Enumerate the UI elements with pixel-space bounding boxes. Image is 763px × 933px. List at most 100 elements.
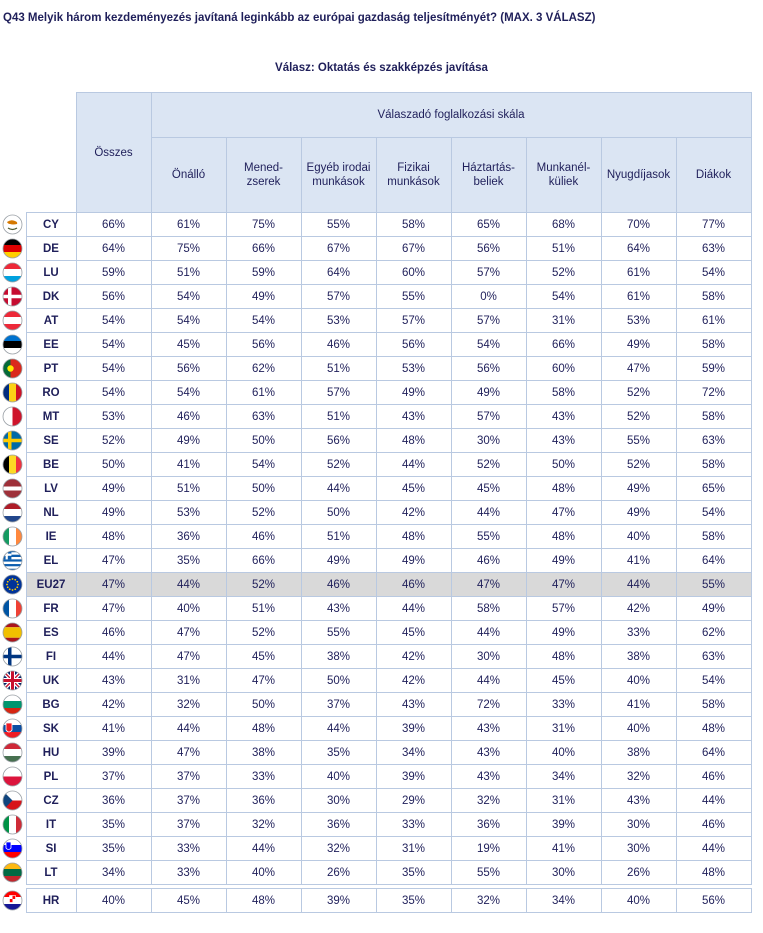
cell-house: 56% — [450, 236, 527, 261]
cell-unemp: 31% — [525, 788, 602, 813]
cell-retired: 64% — [600, 236, 677, 261]
flag-cell — [0, 813, 26, 837]
cell-retired: 40% — [600, 716, 677, 741]
cell-mgr: 51% — [225, 596, 302, 621]
cell-office: 46% — [300, 572, 377, 597]
cell-total: 53% — [75, 404, 152, 429]
flag-pl-icon — [2, 766, 23, 787]
cell-office: 26% — [300, 860, 377, 885]
cell-retired: 52% — [600, 380, 677, 405]
cell-total: 49% — [75, 500, 152, 525]
cell-office: 36% — [300, 812, 377, 837]
cell-students: 77% — [675, 212, 752, 237]
cell-students: 63% — [675, 644, 752, 669]
cell-total: 49% — [75, 476, 152, 501]
cell-house: 32% — [450, 888, 527, 913]
flag-cell — [0, 309, 26, 333]
cell-office: 38% — [300, 644, 377, 669]
table-row: ES 46% 47% 52% 55% 45% 44% 49% 33% 62% — [0, 620, 752, 645]
column-header-house: Háztartás- beliek — [450, 137, 527, 213]
country-code: SI — [25, 836, 77, 861]
cell-office: 35% — [300, 740, 377, 765]
cell-students: 58% — [675, 692, 752, 717]
table-row: HR 40% 45% 48% 39% 35% 32% 34% 40% 56% — [0, 888, 752, 913]
cell-unemp: 52% — [525, 260, 602, 285]
flag-cell — [0, 861, 26, 885]
flag-lu-icon — [2, 262, 23, 283]
cell-house: 57% — [450, 260, 527, 285]
cell-house: 44% — [450, 500, 527, 525]
cell-manual: 42% — [375, 644, 452, 669]
table-row: BE 50% 41% 54% 52% 44% 52% 50% 52% 58% — [0, 452, 752, 477]
cell-house: 0% — [450, 284, 527, 309]
cell-office: 55% — [300, 620, 377, 645]
cell-unemp: 60% — [525, 356, 602, 381]
cell-total: 54% — [75, 380, 152, 405]
cell-retired: 44% — [600, 572, 677, 597]
cell-unemp: 31% — [525, 308, 602, 333]
table-row: NL 49% 53% 52% 50% 42% 44% 47% 49% 54% — [0, 500, 752, 525]
cell-students: 44% — [675, 788, 752, 813]
cell-self: 44% — [150, 572, 227, 597]
cell-mgr: 52% — [225, 500, 302, 525]
cell-self: 35% — [150, 548, 227, 573]
cell-self: 37% — [150, 764, 227, 789]
country-code: NL — [25, 500, 77, 525]
cell-mgr: 59% — [225, 260, 302, 285]
cell-total: 44% — [75, 644, 152, 669]
cell-unemp: 68% — [525, 212, 602, 237]
cell-unemp: 40% — [525, 740, 602, 765]
cell-retired: 61% — [600, 284, 677, 309]
cell-unemp: 57% — [525, 596, 602, 621]
flag-cell — [0, 621, 26, 645]
header-corner — [0, 93, 26, 213]
cell-total: 46% — [75, 620, 152, 645]
cell-self: 54% — [150, 284, 227, 309]
flag-bg-icon — [2, 694, 23, 715]
flag-cell — [0, 213, 26, 237]
cell-unemp: 43% — [525, 404, 602, 429]
cell-house: 30% — [450, 428, 527, 453]
cell-retired: 52% — [600, 452, 677, 477]
country-code: FR — [25, 596, 77, 621]
table-row: SE 52% 49% 50% 56% 48% 30% 43% 55% 63% — [0, 428, 752, 453]
table-row: DE 64% 75% 66% 67% 67% 56% 51% 64% 63% — [0, 236, 752, 261]
cell-students: 54% — [675, 260, 752, 285]
table-row: IT 35% 37% 32% 36% 33% 36% 39% 30% 46% — [0, 812, 752, 837]
cell-manual: 58% — [375, 212, 452, 237]
cell-office: 64% — [300, 260, 377, 285]
cell-retired: 61% — [600, 260, 677, 285]
cell-manual: 44% — [375, 452, 452, 477]
cell-office: 46% — [300, 332, 377, 357]
cell-mgr: 49% — [225, 284, 302, 309]
cell-unemp: 48% — [525, 644, 602, 669]
flag-eu27-icon — [2, 574, 23, 595]
cell-retired: 40% — [600, 888, 677, 913]
flag-cell — [0, 741, 26, 765]
country-code: PL — [25, 764, 77, 789]
cell-unemp: 30% — [525, 860, 602, 885]
cell-retired: 30% — [600, 812, 677, 837]
cell-manual: 49% — [375, 548, 452, 573]
cell-total: 56% — [75, 284, 152, 309]
cell-self: 33% — [150, 860, 227, 885]
cell-students: 54% — [675, 500, 752, 525]
country-code: AT — [25, 308, 77, 333]
column-header-unemp: Munkanél- küliek — [525, 137, 602, 213]
flag-at-icon — [2, 310, 23, 331]
cell-self: 45% — [150, 332, 227, 357]
flag-cz-icon — [2, 790, 23, 811]
flag-cell — [0, 789, 26, 813]
flag-cell — [0, 477, 26, 501]
flag-es-icon — [2, 622, 23, 643]
cell-self: 40% — [150, 596, 227, 621]
column-header-office: Egyéb irodai munkások — [300, 137, 377, 213]
cell-mgr: 45% — [225, 644, 302, 669]
flag-cell — [0, 693, 26, 717]
cell-office: 53% — [300, 308, 377, 333]
cell-house: 57% — [450, 404, 527, 429]
flag-nl-icon — [2, 502, 23, 523]
cell-self: 49% — [150, 428, 227, 453]
cell-mgr: 48% — [225, 888, 302, 913]
country-code: EE — [25, 332, 77, 357]
